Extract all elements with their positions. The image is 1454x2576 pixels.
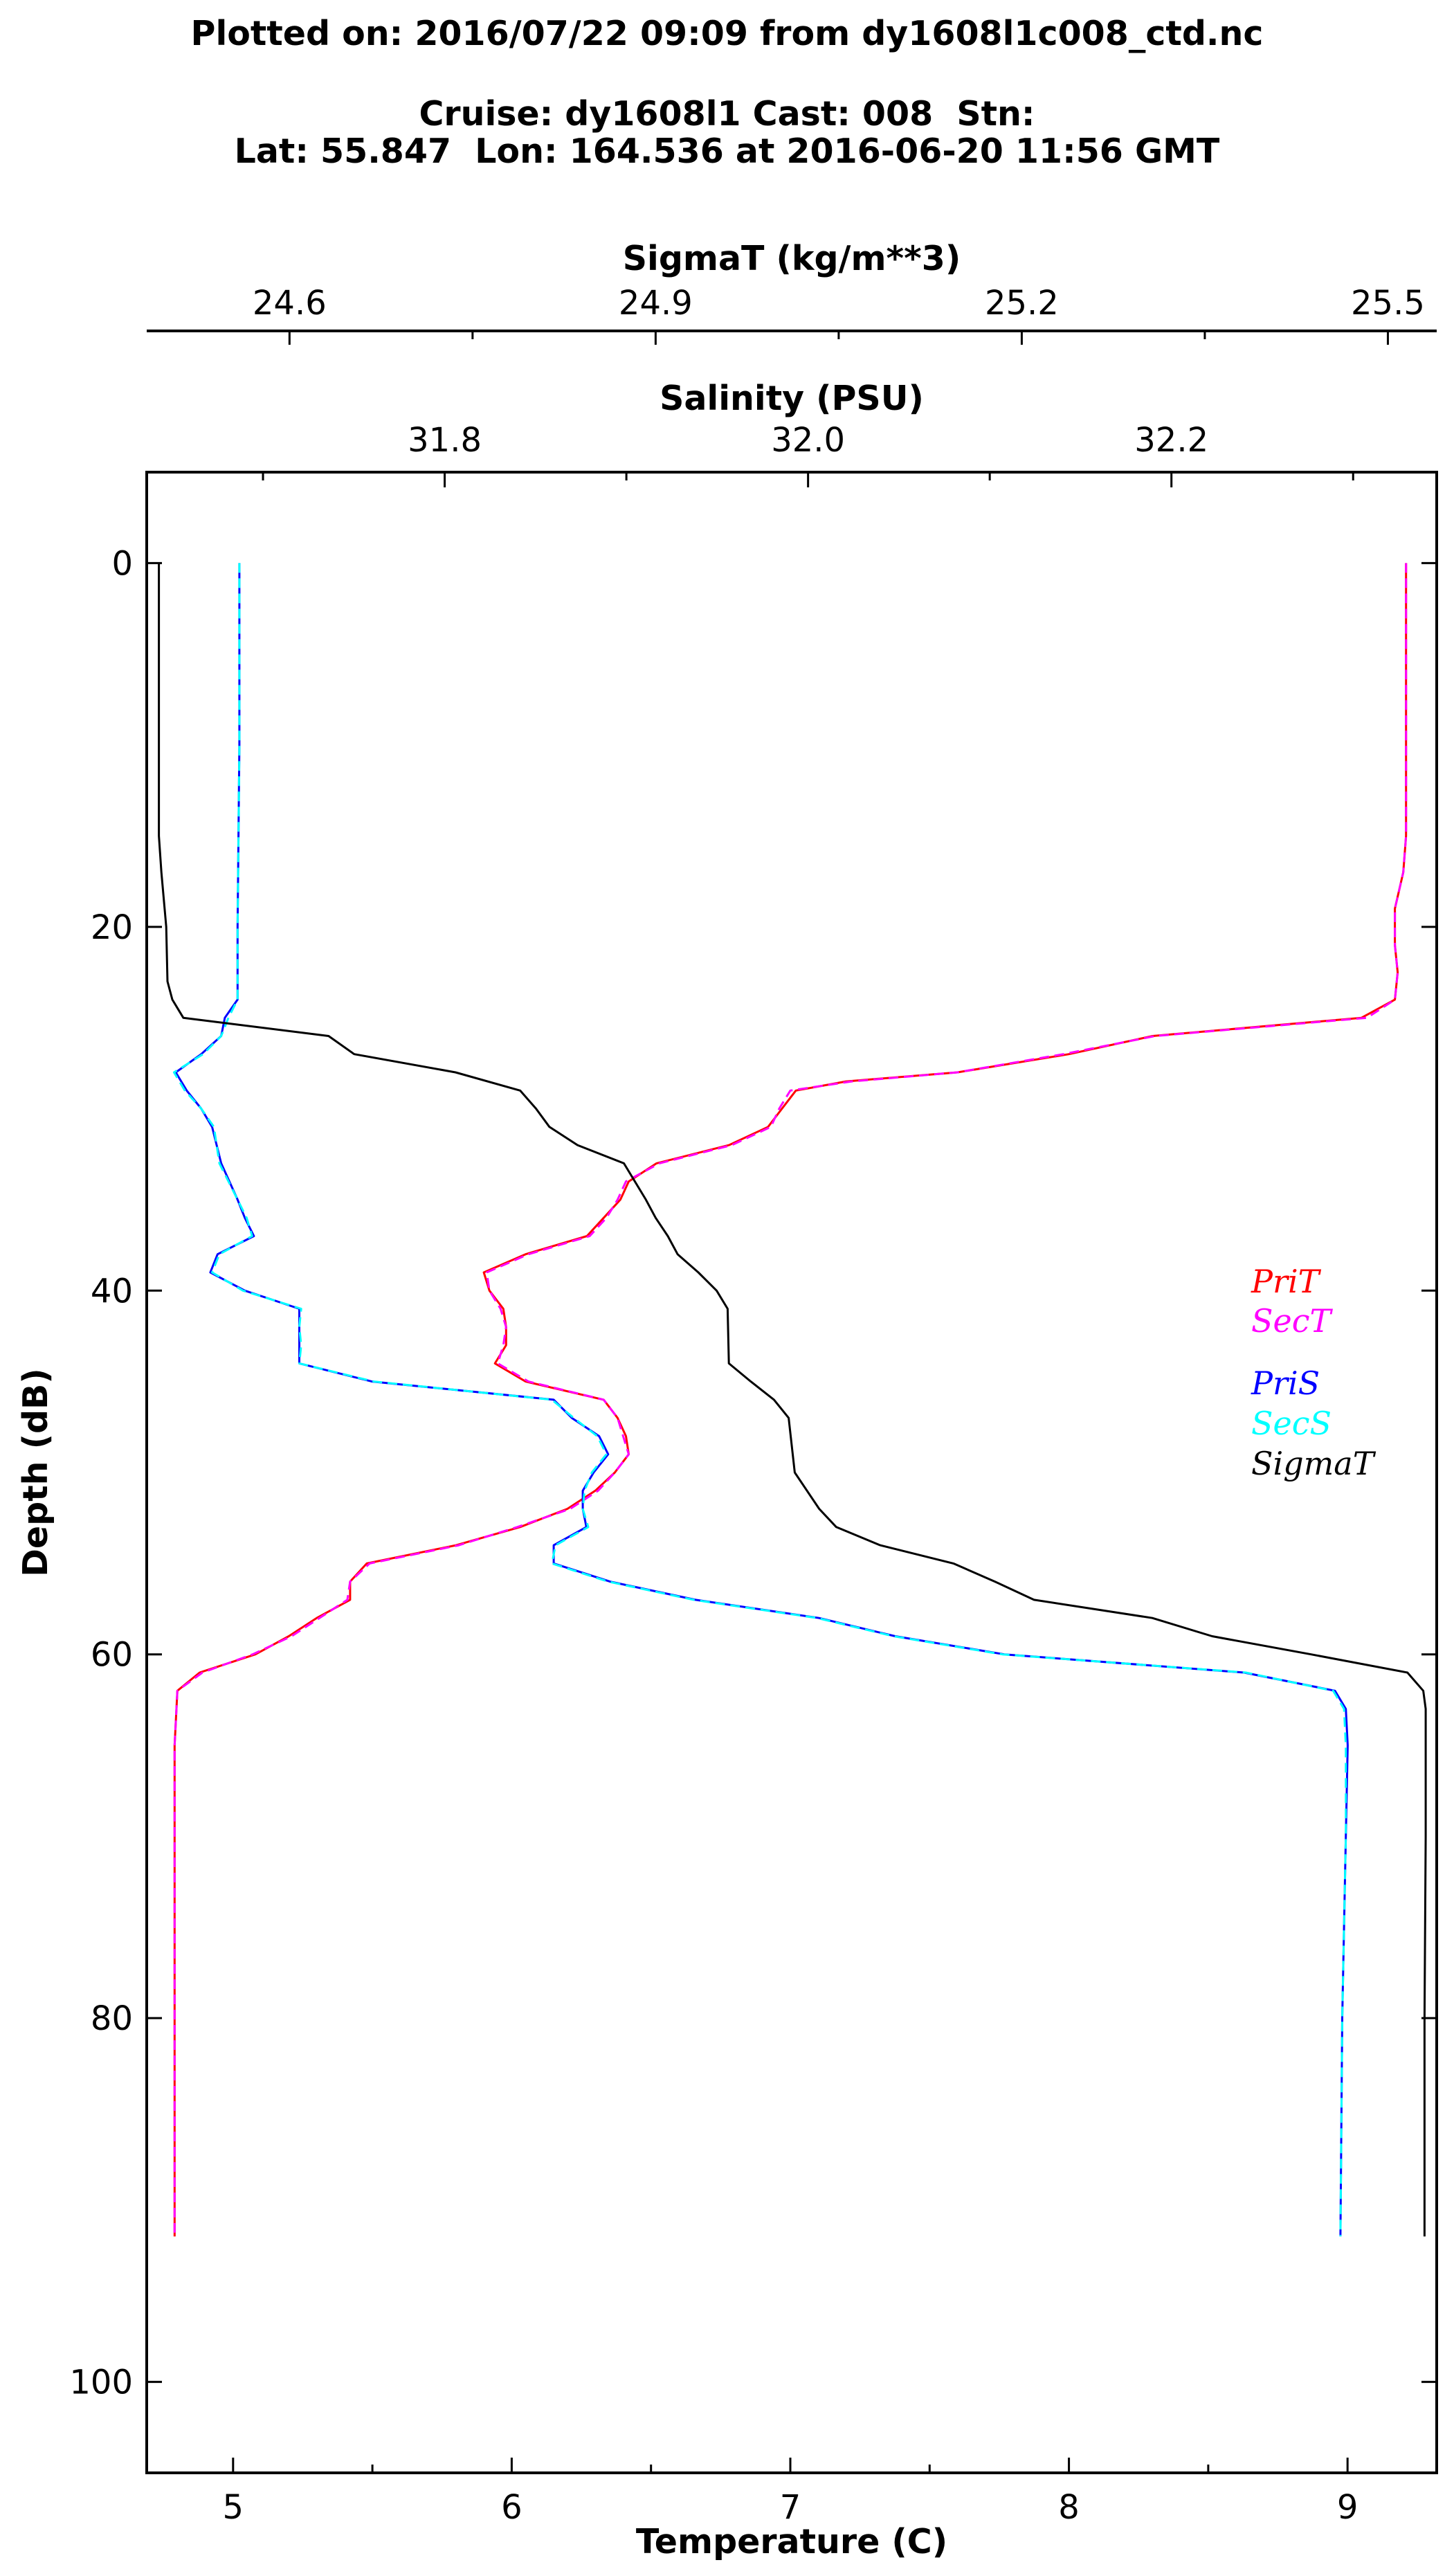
salinity-tick-label: 31.8 <box>408 421 482 460</box>
temperature-axis-title: Temperature (C) <box>636 2522 947 2561</box>
series-line-pris <box>174 563 1349 2237</box>
depth-tick-label: 0 <box>111 544 133 583</box>
sigmat-axis-title: SigmaT (kg/m**3) <box>623 239 961 278</box>
temperature-tick-label: 5 <box>223 2488 244 2527</box>
legend-entry-prit: PriT <box>1251 1263 1322 1300</box>
depth-axis-title: Depth (dB) <box>16 1368 55 1577</box>
sigmat-tick-label: 24.6 <box>253 284 327 323</box>
legend-entry-secs: SecS <box>1251 1405 1332 1442</box>
temperature-tick-label: 8 <box>1058 2488 1080 2527</box>
temperature-tick-label: 9 <box>1337 2488 1358 2527</box>
position-info-line: Lat: 55.847 Lon: 164.536 at 2016-06-20 1… <box>234 132 1220 171</box>
depth-tick-label: 40 <box>91 1272 133 1310</box>
sigmat-axis: 24.6 24.9 25.2 25.5 SigmaT (kg/m**3) <box>147 239 1437 345</box>
sigmat-tick-label: 25.2 <box>985 284 1059 323</box>
sigmat-tick-label: 25.5 <box>1351 284 1425 323</box>
series-line-sect <box>173 563 1408 2237</box>
temperature-tick-label: 7 <box>780 2488 801 2527</box>
salinity-tick-label: 32.0 <box>771 421 845 460</box>
depth-tick-label: 20 <box>91 908 133 947</box>
series-line-prit <box>173 563 1408 2237</box>
legend-entry-sect: SecT <box>1251 1302 1333 1340</box>
salinity-axis: 31.8 32.0 32.2 Salinity (PSU) <box>262 379 1354 487</box>
temperature-tick-label: 6 <box>501 2488 522 2527</box>
series-line-secs <box>172 563 1347 2237</box>
salinity-tick-label: 32.2 <box>1134 421 1208 460</box>
plot-title-line-1: Plotted on: 2016/07/22 09:09 from dy1608… <box>190 14 1264 53</box>
cruise-info-line: Cruise: dy1608l1 Cast: 008 Stn: <box>419 94 1035 134</box>
series-line-sigmat <box>158 563 1427 2237</box>
depth-tick-label: 80 <box>91 1999 133 2038</box>
sigmat-tick-label: 24.9 <box>619 284 693 323</box>
depth-tick-label: 60 <box>91 1636 133 1675</box>
depth-tick-label: 100 <box>69 2363 133 2402</box>
depth-axis: 0 20 40 60 80 100 Depth (dB) <box>16 544 1437 2402</box>
temperature-axis: 5 6 7 8 9 Temperature (C) <box>223 2458 1358 2561</box>
salinity-axis-title: Salinity (PSU) <box>660 379 924 418</box>
legend-entry-sigmat: SigmaT <box>1251 1445 1376 1482</box>
series-layer <box>158 563 1427 2237</box>
plot-frame <box>145 471 1438 2474</box>
legend-entry-pris: PriS <box>1251 1364 1320 1402</box>
